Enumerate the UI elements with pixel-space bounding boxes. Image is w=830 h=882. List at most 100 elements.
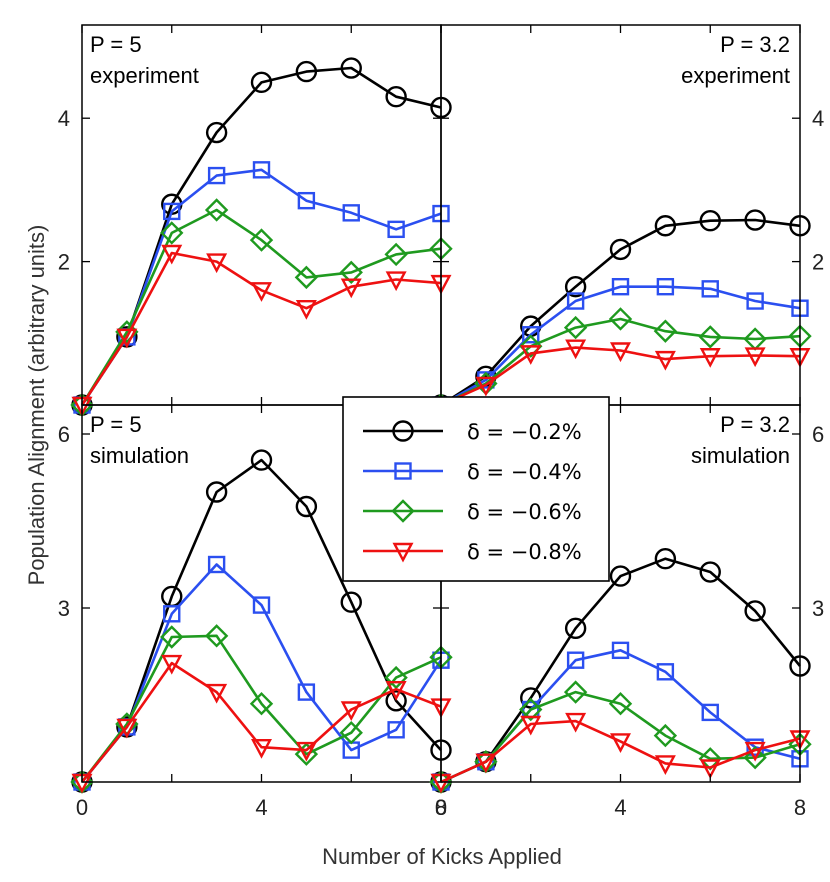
data-point — [160, 625, 184, 649]
data-point — [206, 683, 228, 704]
y-tick-label: 4 — [58, 106, 70, 131]
data-point — [653, 723, 678, 748]
x-tick-label: 4 — [255, 795, 267, 820]
series-line — [80, 208, 442, 406]
data-point — [566, 292, 585, 310]
data-point — [698, 747, 722, 771]
data-point — [204, 624, 229, 648]
data-point — [385, 271, 407, 292]
data-point — [522, 326, 540, 344]
data-point — [654, 755, 676, 775]
data-point — [520, 345, 542, 365]
data-point — [475, 376, 497, 397]
y-tick-label: 2 — [812, 250, 824, 275]
data-point — [565, 712, 587, 733]
data-point — [207, 166, 226, 185]
series-line — [80, 661, 442, 783]
data-point — [656, 663, 675, 681]
y-tick-label: 4 — [812, 106, 824, 131]
data-point — [611, 277, 630, 296]
x-tick-label: 0 — [76, 795, 88, 820]
data-point — [249, 228, 274, 252]
data-point — [250, 71, 273, 94]
legend-label: δ = −0.4% — [467, 460, 582, 484]
series-1 — [430, 209, 811, 416]
data-point — [384, 665, 408, 690]
legend-marker — [392, 542, 414, 563]
data-point — [563, 680, 588, 704]
series-line — [440, 218, 801, 407]
data-point — [207, 555, 226, 574]
panel-label: experiment — [90, 63, 199, 88]
data-point — [609, 238, 632, 261]
x-axis-title: Number of Kicks Applied — [322, 844, 562, 869]
legend-entry: δ = −0.8% — [363, 540, 582, 564]
panel-label: P = 5 — [90, 32, 142, 57]
data-point — [251, 282, 272, 302]
panel-label: P = 3.2 — [720, 412, 790, 437]
series-line — [80, 168, 442, 406]
legend-marker — [391, 499, 415, 523]
data-point — [385, 681, 407, 701]
x-tick-label: 4 — [614, 795, 626, 820]
series-line — [440, 346, 801, 407]
legend: δ = −0.2% δ = −0.4% δ = −0.6% δ = −0.8% — [342, 396, 610, 582]
data-point — [249, 692, 274, 716]
data-point — [611, 641, 630, 660]
legend-entry: δ = −0.4% — [363, 460, 582, 484]
series-line — [440, 317, 801, 407]
panel-label: simulation — [691, 443, 790, 468]
y-tick-label: 2 — [58, 250, 70, 275]
x-tick-label: 8 — [794, 795, 806, 820]
y-tick-label: 3 — [812, 596, 824, 621]
x-tick-label: 0 — [435, 795, 447, 820]
data-point — [340, 57, 362, 79]
panel-bottom-left: 3 6 0 4 8 P = 5 simulation — [58, 404, 453, 820]
legend-label: δ = −0.8% — [467, 540, 582, 564]
data-point — [744, 347, 766, 368]
data-point — [384, 242, 408, 267]
data-point — [519, 697, 543, 722]
series-line — [440, 285, 801, 407]
data-point — [654, 350, 676, 371]
series-line — [80, 563, 443, 783]
data-point — [116, 328, 138, 349]
series-line — [440, 719, 801, 784]
data-point — [654, 548, 677, 570]
data-point — [610, 733, 631, 753]
data-point — [520, 715, 542, 736]
data-point — [744, 741, 766, 762]
data-point — [609, 565, 632, 587]
data-point — [385, 690, 407, 712]
panel-label: simulation — [90, 443, 189, 468]
series-4 — [71, 244, 452, 417]
series-line — [80, 251, 442, 406]
data-point — [387, 220, 405, 239]
data-point — [564, 275, 587, 298]
series-4 — [71, 654, 452, 794]
data-point — [161, 654, 183, 675]
data-point — [340, 591, 362, 613]
x-tick-label: 8 — [435, 795, 447, 820]
data-point — [565, 339, 587, 360]
data-point — [163, 605, 181, 623]
data-point — [205, 121, 228, 144]
panel-label: P = 5 — [90, 412, 142, 437]
data-point — [115, 320, 139, 344]
data-point — [701, 280, 719, 298]
legend-marker — [392, 420, 414, 442]
legend-box — [342, 396, 610, 582]
plot-area — [70, 449, 453, 794]
data-point — [339, 260, 363, 285]
panel-label: experiment — [681, 63, 790, 88]
panel-top-right: 2 4 P = 3.2 experiment — [429, 24, 824, 417]
data-point — [297, 683, 316, 701]
data-point — [340, 701, 362, 722]
data-point — [295, 300, 317, 320]
series-line — [440, 557, 802, 784]
panels: 2 4 P = 5 experiment 2 4 P = 3.2 experiment 3 6 0 4… — [58, 24, 824, 820]
data-point — [701, 703, 719, 722]
plot-area — [70, 57, 453, 417]
data-point — [340, 278, 362, 299]
